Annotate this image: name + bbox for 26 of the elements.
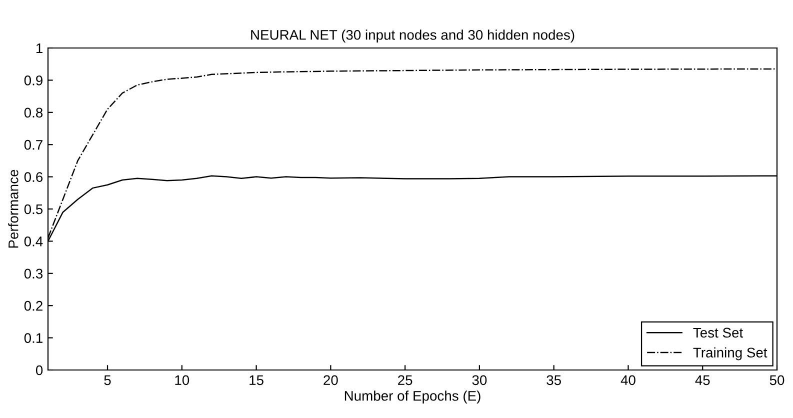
y-tick-label: 1: [36, 43, 42, 54]
x-tick-label: 20: [324, 375, 338, 386]
y-tick-label: 0: [36, 365, 43, 376]
x-tick-label: 50: [770, 375, 784, 386]
x-tick-label: 10: [175, 375, 190, 386]
y-tick-label: 0.7: [24, 140, 42, 150]
y-tick-label: 0.1: [24, 333, 42, 343]
x-tick-label: 5: [104, 375, 111, 386]
chart-title: NEURAL NET (30 input nodes and 30 hidden nodes): [251, 30, 574, 43]
y-tick-label: 0.8: [24, 108, 43, 118]
legend-label: Training Set: [693, 347, 768, 360]
legend-label: Test Set: [693, 328, 743, 338]
x-axis-title: Number of Epochs (E): [344, 390, 480, 404]
x-tick-label: 40: [620, 375, 636, 386]
x-tick-label: 35: [546, 375, 561, 386]
y-tick-label: 0.5: [24, 204, 43, 214]
y-tick-label: 0.4: [24, 236, 43, 246]
x-tick-label: 45: [695, 375, 710, 386]
x-tick-label: 30: [472, 375, 487, 386]
y-axis-title: Performance: [8, 170, 18, 248]
y-tick-label: 0.6: [24, 172, 43, 182]
x-tick-label: 15: [250, 375, 264, 386]
y-tick-label: 0.3: [24, 268, 43, 279]
y-tick-label: 0.2: [24, 300, 42, 311]
x-tick-label: 25: [398, 375, 412, 386]
y-tick-label: 0.9: [24, 76, 42, 86]
